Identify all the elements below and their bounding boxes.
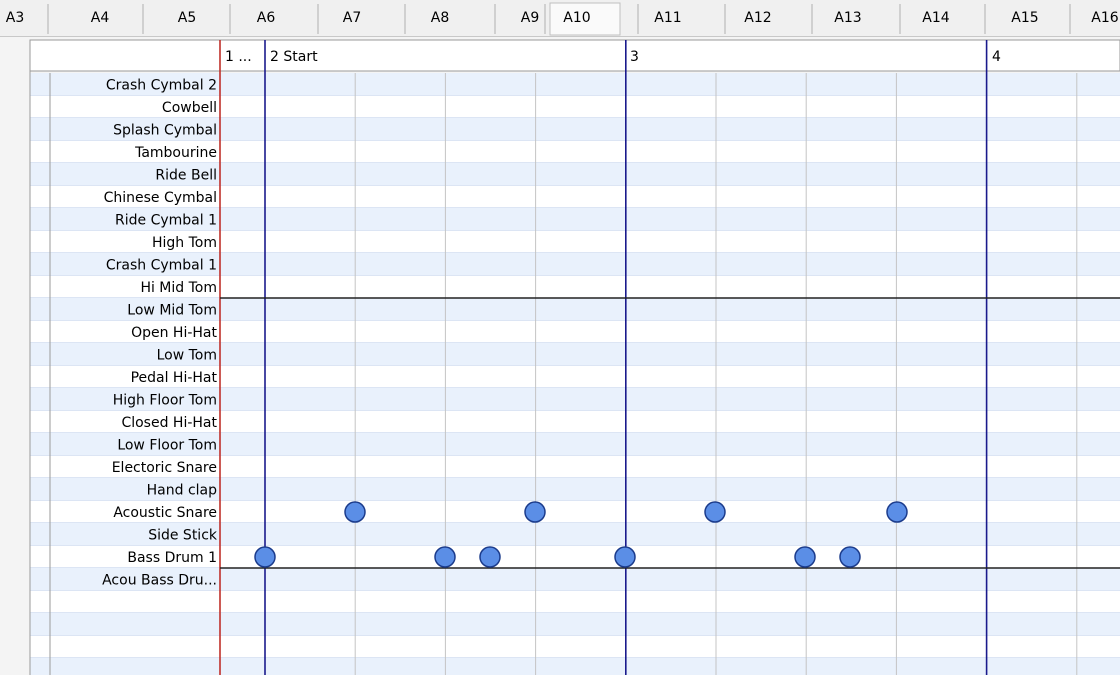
tab-label[interactable]: A13 [834, 10, 861, 26]
instrument-label[interactable]: High Tom [152, 235, 217, 251]
instrument-label[interactable]: Acoustic Snare [113, 505, 217, 521]
instrument-label[interactable]: High Floor Tom [113, 392, 217, 408]
row-band [30, 590, 1120, 613]
instrument-label[interactable]: Crash Cymbal 1 [106, 257, 217, 273]
tab-label[interactable]: A15 [1011, 10, 1038, 26]
tab-label[interactable]: A11 [654, 10, 681, 26]
instrument-label[interactable]: Ride Bell [155, 167, 217, 183]
instrument-label[interactable]: Acou Bass Dru... [102, 572, 217, 588]
instrument-label[interactable]: Tambourine [134, 145, 217, 161]
row-band [30, 658, 1120, 679]
note[interactable] [524, 501, 546, 523]
row-band [30, 320, 1120, 343]
tab-label[interactable]: A12 [744, 10, 771, 26]
row-band [30, 253, 1120, 276]
row-band [30, 208, 1120, 231]
row-band [30, 95, 1120, 118]
note[interactable] [344, 501, 366, 523]
row-band [30, 478, 1120, 501]
measure-header [29, 39, 1120, 72]
tab-label[interactable]: A7 [343, 10, 361, 26]
row-band [30, 433, 1120, 456]
instrument-label[interactable]: Cowbell [162, 100, 217, 116]
note[interactable] [434, 546, 456, 568]
row-band [30, 365, 1120, 388]
instrument-label[interactable]: Crash Cymbal 2 [106, 77, 217, 93]
tab-label[interactable]: A6 [257, 10, 276, 26]
measure-label: 2 Start [270, 49, 318, 65]
row-band [30, 455, 1120, 478]
row-band [30, 613, 1120, 636]
row-band [30, 163, 1120, 186]
note[interactable] [614, 546, 636, 568]
note[interactable] [479, 546, 501, 568]
instrument-label[interactable]: Hand clap [147, 482, 217, 498]
tab-label[interactable]: A3 [6, 10, 24, 26]
row-band [30, 230, 1120, 253]
tab-label[interactable]: A8 [431, 10, 449, 26]
tab-label[interactable]: A9 [521, 10, 539, 26]
row-band [30, 343, 1120, 366]
note[interactable] [254, 546, 276, 568]
row-band [30, 275, 1120, 298]
row-band [30, 500, 1120, 523]
instrument-label[interactable]: Splash Cymbal [113, 122, 217, 138]
row-band [30, 568, 1120, 591]
row-band [30, 523, 1120, 546]
instrument-label[interactable]: Low Tom [157, 347, 217, 363]
row-band [30, 635, 1120, 658]
note[interactable] [794, 546, 816, 568]
instrument-label[interactable]: Side Stick [148, 527, 218, 543]
tab-label[interactable]: A14 [922, 10, 949, 26]
instrument-label[interactable]: Electoric Snare [112, 460, 217, 476]
note[interactable] [886, 501, 908, 523]
note[interactable] [704, 501, 726, 523]
measure-label: 3 [630, 49, 639, 65]
row-band [30, 388, 1120, 411]
instrument-label[interactable]: Hi Mid Tom [140, 280, 217, 296]
tab-label[interactable]: A16 [1091, 10, 1118, 26]
tab-label[interactable]: A5 [178, 10, 196, 26]
instrument-label[interactable]: Ride Cymbal 1 [115, 212, 217, 228]
instrument-label[interactable]: Bass Drum 1 [127, 550, 217, 566]
selected-tab [549, 2, 621, 36]
tab-label[interactable]: A10 [563, 10, 590, 26]
row-band [30, 410, 1120, 433]
instrument-label[interactable]: Open Hi-Hat [131, 325, 217, 341]
row-band [30, 118, 1120, 141]
note[interactable] [839, 546, 861, 568]
row-band [30, 140, 1120, 163]
instrument-label[interactable]: Low Mid Tom [127, 302, 217, 318]
tab-label[interactable]: A4 [91, 10, 110, 26]
measure-label: 1 ... [225, 49, 252, 65]
row-band [30, 185, 1120, 208]
row-band [30, 73, 1120, 96]
instrument-label[interactable]: Low Floor Tom [117, 437, 217, 453]
instrument-label[interactable]: Chinese Cymbal [104, 190, 217, 206]
row-band [30, 298, 1120, 321]
instrument-label[interactable]: Pedal Hi-Hat [131, 370, 218, 386]
instrument-label[interactable]: Closed Hi-Hat [121, 415, 217, 431]
notes [254, 501, 908, 568]
measure-label: 4 [992, 49, 1001, 65]
